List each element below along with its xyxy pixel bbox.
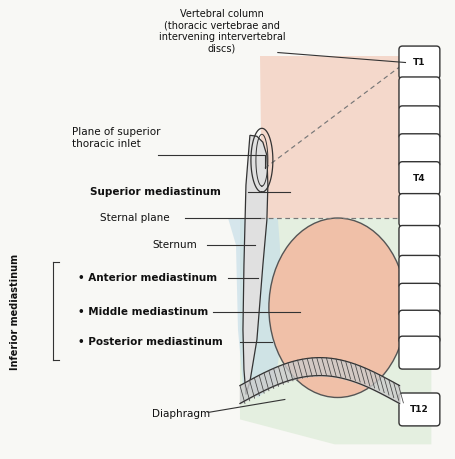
Text: Sternum: Sternum [152,240,197,250]
Ellipse shape [268,218,405,397]
Polygon shape [239,218,430,444]
Text: Diaphragm: Diaphragm [152,409,210,420]
Polygon shape [243,135,267,394]
FancyBboxPatch shape [398,283,439,316]
Text: • Middle mediastinum: • Middle mediastinum [78,307,208,317]
Text: T4: T4 [412,174,425,183]
FancyBboxPatch shape [398,393,439,426]
Text: • Posterior mediastinum: • Posterior mediastinum [78,336,222,347]
Text: Plane of superior
thoracic inlet: Plane of superior thoracic inlet [72,128,161,149]
FancyBboxPatch shape [398,46,439,79]
FancyBboxPatch shape [398,310,439,343]
Text: Superior mediastinum: Superior mediastinum [90,187,221,197]
Text: T1: T1 [412,58,425,67]
Polygon shape [259,56,430,218]
FancyBboxPatch shape [398,255,439,288]
Text: Inferior mediastinum: Inferior mediastinum [10,254,20,370]
Text: Sternal plane: Sternal plane [100,213,170,223]
FancyBboxPatch shape [398,225,439,258]
Text: • Anterior mediastinum: • Anterior mediastinum [78,273,217,283]
FancyBboxPatch shape [398,134,439,167]
Text: Vertebral column
(thoracic vertebrae and
intervening intervertebral
discs): Vertebral column (thoracic vertebrae and… [158,9,285,54]
FancyBboxPatch shape [398,336,439,369]
Text: T12: T12 [409,405,428,414]
Polygon shape [228,218,282,397]
FancyBboxPatch shape [398,106,439,139]
FancyBboxPatch shape [398,77,439,110]
FancyBboxPatch shape [398,194,439,226]
FancyBboxPatch shape [398,162,439,195]
